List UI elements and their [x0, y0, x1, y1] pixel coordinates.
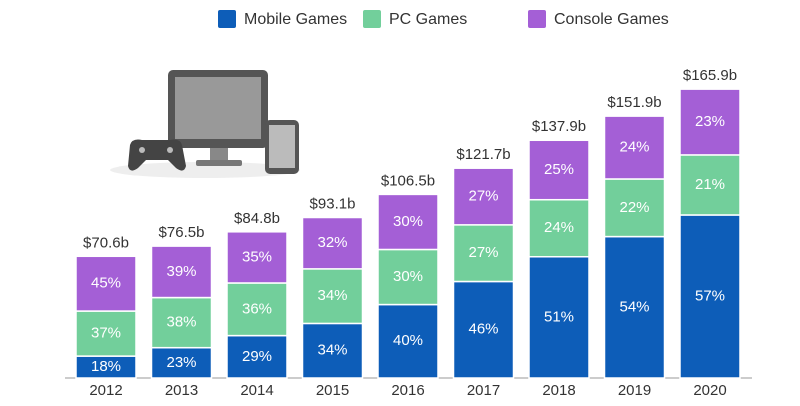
bar-segment: [301, 322, 364, 379]
total-label: $70.6b: [83, 234, 129, 251]
segment-label: 24%: [619, 139, 649, 156]
segment-label: 36%: [242, 300, 272, 317]
segment-label: 27%: [468, 244, 498, 261]
monitor-screen: [175, 77, 261, 139]
x-tick-label: 2012: [89, 382, 122, 399]
segment-label: 38%: [166, 314, 196, 331]
segment-label: 25%: [544, 161, 574, 178]
legend-label: Console Games: [554, 11, 669, 28]
icon-shadow: [110, 162, 300, 178]
total-label: $151.9b: [607, 94, 661, 111]
segment-label: 32%: [317, 234, 347, 251]
bar-segment: [226, 231, 288, 284]
segment-label: 39%: [166, 263, 196, 280]
segment-label: 27%: [468, 187, 498, 204]
bar-segment: [377, 193, 439, 251]
bar-segment: [679, 154, 741, 216]
legend-swatch: [218, 10, 236, 28]
phone-screen: [269, 125, 295, 168]
bar-segment: [150, 245, 213, 299]
bar-segment: [301, 216, 364, 270]
segment-label: 23%: [166, 354, 196, 371]
segment-label: 46%: [468, 321, 498, 338]
x-tick-label: 2015: [316, 382, 349, 399]
segment-label: 51%: [544, 308, 574, 325]
x-tick-label: 2016: [391, 382, 424, 399]
bar-segment: [603, 178, 666, 238]
x-tick-label: 2013: [165, 382, 198, 399]
bar-segment: [528, 198, 590, 258]
bar-segment: [528, 139, 590, 201]
segment-label: 24%: [544, 219, 574, 236]
total-label: $84.8b: [234, 210, 280, 227]
bar-segment: [226, 334, 288, 379]
segment-label: 34%: [317, 342, 347, 359]
segment-label: 35%: [242, 248, 272, 265]
segment-label: 54%: [619, 298, 649, 315]
bar-segment: [226, 282, 288, 337]
segment-label: 40%: [393, 332, 423, 349]
bar-segment: [679, 214, 741, 379]
total-label: $137.9b: [532, 118, 586, 135]
segment-label: 18%: [91, 358, 121, 375]
bar-segment: [679, 88, 741, 156]
bar-segment: [452, 167, 515, 226]
bar-segment: [603, 235, 666, 379]
bar-segment: [528, 256, 590, 379]
x-tick-label: 2014: [240, 382, 273, 399]
segment-label: 30%: [393, 268, 423, 285]
total-label: $106.5b: [381, 172, 435, 189]
bar-segment: [377, 248, 439, 306]
segment-label: 30%: [393, 213, 423, 230]
legend-label: PC Games: [389, 11, 467, 28]
bar-segment: [452, 280, 515, 379]
segment-label: 22%: [619, 199, 649, 216]
bar-segment: [75, 310, 137, 357]
segment-label: 34%: [317, 287, 347, 304]
total-label: $93.1b: [310, 195, 356, 212]
legend-label: Mobile Games: [244, 11, 347, 28]
monitor-stand: [210, 148, 228, 162]
bar-segment: [377, 303, 439, 379]
gamepad-button: [167, 147, 173, 153]
x-tick-label: 2020: [693, 382, 726, 399]
x-tick-label: 2018: [542, 382, 575, 399]
segment-label: 57%: [695, 287, 725, 304]
segment-label: 37%: [91, 325, 121, 342]
segment-label: 23%: [695, 113, 725, 130]
bar-segment: [603, 115, 666, 180]
total-label: $76.5b: [159, 224, 205, 241]
illustration: [110, 70, 300, 178]
monitor-base: [196, 160, 242, 166]
segment-label: 21%: [695, 176, 725, 193]
gamepad-button: [139, 147, 145, 153]
legend-swatch: [528, 10, 546, 28]
total-label: $165.9b: [683, 67, 737, 84]
total-label: $121.7b: [456, 146, 510, 163]
x-tick-label: 2019: [618, 382, 651, 399]
legend-swatch: [363, 10, 381, 28]
x-tick-label: 2017: [467, 382, 500, 399]
bar-segment: [150, 296, 213, 349]
bar-segment: [75, 255, 137, 312]
segment-label: 29%: [242, 348, 272, 365]
bar-segment: [452, 224, 515, 283]
segment-label: 45%: [91, 275, 121, 292]
